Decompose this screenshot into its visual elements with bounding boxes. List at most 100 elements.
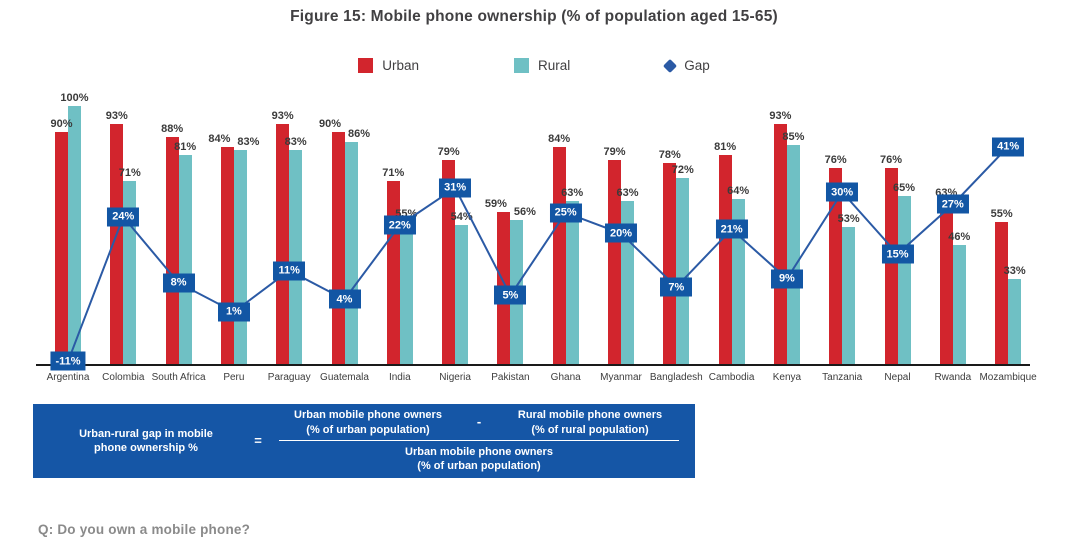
category-label: Argentina	[46, 372, 90, 383]
urban-value-label: 81%	[714, 141, 737, 154]
urban-bar	[276, 124, 290, 364]
gap-value-label: 15%	[881, 244, 914, 264]
rural-value-label: 86%	[347, 128, 371, 141]
category-label: Cambodia	[708, 372, 755, 383]
urban-value-label: 93%	[105, 110, 128, 123]
gap-value-label: 30%	[826, 182, 859, 202]
chart-plot-area: 90% 100% Argentina 93% 71% Colombia 88% 81% Sout…	[36, 92, 1037, 383]
rural-bar	[289, 149, 303, 364]
rural-bar	[233, 149, 247, 364]
rural-bar	[786, 144, 800, 364]
rural-value-label: 83%	[284, 135, 307, 148]
rural-bar	[68, 106, 81, 364]
legend-label-urban: Urban	[382, 58, 419, 73]
legend-label-rural: Rural	[537, 58, 571, 73]
rural-value-label: 63%	[616, 187, 639, 200]
rural-value-label: 100%	[60, 92, 89, 104]
numerator-urban-term: Urban mobile phone owners (% of urban po…	[275, 408, 461, 437]
urban-bar	[110, 124, 124, 364]
category-label: Ghana	[550, 372, 581, 383]
rural-value-label: 64%	[727, 184, 750, 197]
rural-value-label: 65%	[892, 182, 916, 195]
category-label: Bangladesh	[649, 372, 703, 383]
category-label: Guatemala	[320, 372, 369, 383]
urban-value-label: 88%	[161, 122, 184, 135]
urban-bar	[165, 136, 179, 364]
gap-polyline	[67, 145, 1009, 362]
gap-value-label: 25%	[549, 203, 582, 223]
urban-swatch-icon	[358, 58, 374, 73]
rural-bar	[455, 224, 469, 364]
formula-denominator: Urban mobile phone owners (% of urban po…	[275, 444, 683, 474]
fraction-divider-line	[279, 440, 679, 441]
numerator-urban-line2: (% of urban population)	[306, 423, 430, 436]
category-label: Kenya	[772, 372, 802, 383]
category-label: Tanzania	[822, 372, 863, 383]
legend-item-gap: Gap	[663, 58, 710, 73]
category-label: Peru	[223, 372, 245, 383]
urban-bar	[773, 124, 787, 364]
urban-bar	[939, 201, 953, 364]
gap-value-label: 41%	[992, 137, 1025, 157]
category-label: Paraguay	[267, 372, 311, 383]
urban-value-label: 79%	[437, 146, 460, 159]
rural-bar	[1008, 278, 1022, 364]
gap-value-label: 1%	[217, 302, 250, 322]
rural-bar	[399, 222, 413, 364]
category-label: Pakistan	[491, 372, 530, 383]
numerator-rural-line1: Rural mobile phone owners	[517, 409, 663, 422]
formula-fraction: Urban mobile phone owners (% of urban po…	[275, 408, 695, 473]
urban-bar	[55, 131, 68, 364]
gap-value-label: 5%	[494, 285, 527, 305]
urban-value-label: 84%	[548, 133, 571, 146]
rural-value-label: 85%	[782, 130, 805, 143]
urban-value-label: 59%	[484, 197, 507, 210]
formula-lhs-line1: Urban-rural gap in mobile	[79, 427, 213, 440]
rural-bar	[344, 142, 358, 364]
category-label: Colombia	[102, 372, 145, 383]
urban-value-label: 78%	[658, 148, 681, 161]
urban-bar	[995, 222, 1009, 364]
urban-value-label: 55%	[990, 208, 1013, 221]
gap-value-label: 4%	[328, 289, 361, 309]
gap-value-label: 24%	[107, 207, 140, 227]
gap-value-label: 11%	[273, 261, 306, 281]
numerator-urban-line1: Urban mobile phone owners	[294, 409, 442, 422]
urban-value-label: 79%	[603, 146, 626, 159]
rural-bar	[676, 178, 690, 364]
gap-value-label: 31%	[439, 178, 472, 198]
formula-lhs-line2: phone ownership %	[94, 442, 198, 454]
urban-value-label: 93%	[271, 110, 294, 123]
rural-bar	[842, 227, 856, 364]
category-label: India	[388, 372, 411, 383]
urban-value-label: 90%	[50, 117, 73, 130]
urban-value-label: 71%	[382, 166, 405, 179]
urban-bar	[663, 162, 677, 364]
denominator-line2: (% of urban population)	[417, 460, 541, 473]
gap-value-label: 27%	[936, 194, 969, 214]
category-label: Rwanda	[934, 372, 972, 383]
rural-value-label: 71%	[118, 166, 141, 179]
chart-legend: Urban Rural Gap	[0, 58, 1068, 73]
rural-bar	[565, 201, 579, 364]
gap-value-label: -11%	[50, 351, 86, 371]
urban-bar	[552, 147, 566, 364]
urban-value-label: 84%	[208, 133, 231, 146]
rural-value-label: 54%	[450, 210, 473, 223]
gap-value-label: 8%	[162, 273, 195, 293]
equals-sign: =	[254, 432, 262, 448]
rural-value-label: 72%	[671, 164, 694, 177]
urban-value-label: 76%	[879, 153, 903, 166]
legend-item-urban: Urban	[358, 58, 419, 73]
gap-value-label: 9%	[770, 269, 803, 289]
gap-diamond-icon	[663, 58, 678, 73]
rural-swatch-icon	[513, 58, 529, 73]
legend-label-gap: Gap	[684, 58, 710, 73]
rural-value-label: 53%	[837, 213, 860, 226]
figure-title: Figure 15: Mobile phone ownership (% of …	[290, 8, 778, 25]
legend-item-rural: Rural	[513, 58, 571, 73]
formula-box: Urban-rural gap in mobile phone ownershi…	[33, 404, 695, 478]
category-label: Mozambique	[979, 372, 1037, 383]
minus-sign: -	[476, 414, 482, 430]
rural-value-label: 81%	[174, 141, 197, 154]
